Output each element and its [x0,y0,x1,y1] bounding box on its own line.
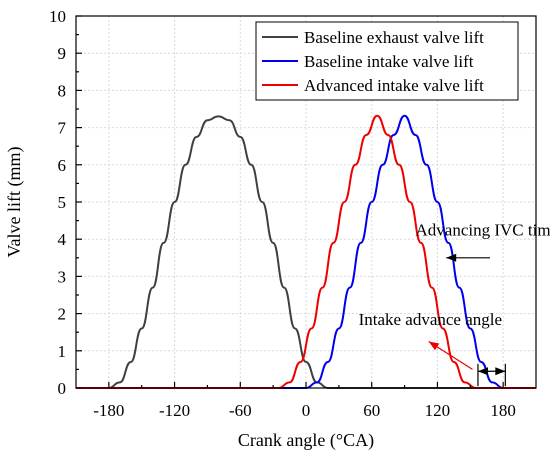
series-line-baseline-exhaust-valve-lift [75,115,536,390]
series-line-baseline-intake-valve-lift [75,114,536,389]
legend: Baseline exhaust valve lift Baseline inta… [255,21,519,101]
ivc-arrow-head [446,253,457,262]
x-axis-title: Crank angle (°CA) [238,430,374,451]
x-tick-label: 120 [425,401,451,420]
x-tick-label: 180 [490,401,516,420]
y-tick-label: 7 [58,119,67,138]
legend-box [255,21,519,101]
legend-label: Baseline exhaust valve lift [304,28,484,47]
annotations: Advancing IVC timing Intake advance angl… [359,220,550,387]
y-tick-label: 9 [58,44,67,63]
annotation-ivc-timing: Advancing IVC timing [416,220,550,239]
annotation-intake-advance-angle: Intake advance angle [359,310,502,329]
y-tick-label: 2 [58,305,67,324]
x-tick-label: -120 [159,401,190,420]
axis-ticks: -180 -120 -60 0 60 120 180 0 1 2 3 4 5 6 7 8 9 10 [49,7,516,420]
y-tick-label: 3 [58,267,67,286]
advance-arrow-head [428,341,440,351]
legend-label: Baseline intake valve lift [304,52,474,71]
y-tick-label: 10 [49,7,66,26]
y-tick-label: 4 [58,230,67,249]
x-tick-label: 0 [302,401,311,420]
dim-arrow-head-start [478,367,488,376]
y-tick-label: 1 [58,342,67,361]
x-tick-label: -180 [93,401,124,420]
x-tick-label: 60 [363,401,380,420]
y-axis-title: Valve lift (mm) [4,147,25,258]
curves [75,114,536,390]
dim-arrow-head [495,367,506,376]
y-tick-label: 0 [58,379,67,398]
series-line-advanced-intake-valve-lift [75,114,536,390]
legend-label: Advanced intake valve lift [304,76,484,95]
y-tick-label: 6 [58,156,67,175]
y-tick-label: 5 [58,193,67,212]
y-tick-label: 8 [58,81,67,100]
x-tick-label: -60 [229,401,252,420]
